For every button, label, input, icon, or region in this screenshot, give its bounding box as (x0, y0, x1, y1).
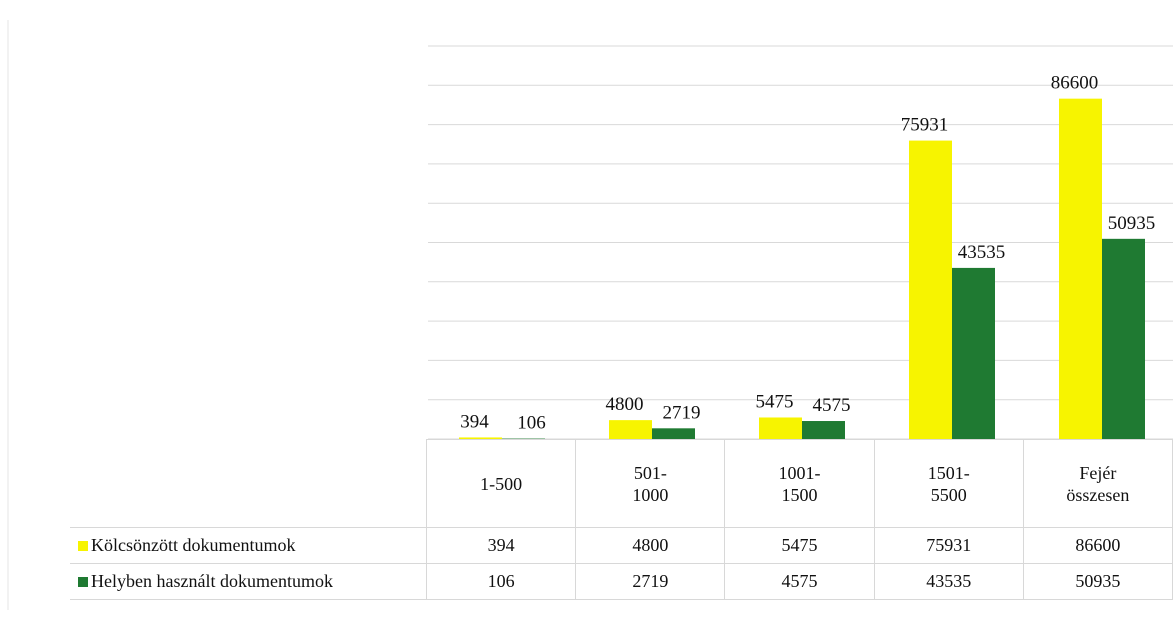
bar (802, 421, 845, 439)
table-value: 50935 (1022, 563, 1173, 600)
data-label: 43535 (958, 242, 1006, 263)
category-cell: 1-500 (426, 439, 577, 528)
bar (909, 140, 952, 439)
table-row: Kölcsönzött dokumentumok 394 4800 5475 75931… (70, 527, 1173, 564)
data-label: 4575 (813, 395, 851, 416)
data-label: 50935 (1108, 213, 1156, 234)
bar (759, 417, 802, 439)
data-label: 75931 (901, 115, 949, 136)
table-value: 43535 (873, 563, 1024, 600)
bar (652, 428, 695, 439)
category-label: Fejér összesen (1066, 462, 1130, 505)
data-label: 86600 (1051, 73, 1099, 94)
category-label: 501-1000 (632, 462, 669, 505)
legend-cell: Kölcsönzött dokumentumok (70, 527, 428, 564)
table-value: 2719 (575, 563, 726, 600)
data-table: 1-500 501-1000 1001-1500 1501-5500 Fejér öss… (70, 439, 1173, 600)
data-label: 106 (517, 413, 546, 434)
bar (459, 437, 502, 439)
table-value: 394 (426, 527, 577, 564)
corner-cell (70, 439, 428, 528)
category-label: 1001-1500 (778, 462, 821, 505)
category-label: 1-500 (480, 473, 523, 494)
table-value: 106 (426, 563, 577, 600)
category-cell: 1501-5500 (873, 439, 1024, 528)
data-label: 4800 (606, 394, 644, 415)
data-label: 394 (460, 411, 489, 432)
bar (1059, 98, 1102, 440)
bar (1102, 238, 1145, 439)
data-label: 5475 (756, 391, 794, 412)
table-row: Helyben használt dokumentumok 106 2719 4575… (70, 563, 1173, 600)
category-cell: Fejér összesen (1022, 439, 1173, 528)
category-cell: 501-1000 (575, 439, 726, 528)
data-label: 2719 (663, 402, 701, 423)
table-value: 75931 (873, 527, 1024, 564)
bar (609, 420, 652, 439)
legend-label: Helyben használt dokumentumok (91, 571, 333, 591)
category-cell: 1001-1500 (724, 439, 875, 528)
legend-swatch (78, 577, 88, 587)
table-value: 4800 (575, 527, 726, 564)
category-row: 1-500 501-1000 1001-1500 1501-5500 Fejér öss… (70, 439, 1173, 528)
legend-cell: Helyben használt dokumentumok (70, 563, 428, 600)
table-value: 4575 (724, 563, 875, 600)
table-value: 86600 (1022, 527, 1173, 564)
table-value: 5475 (724, 527, 875, 564)
category-label: 1501-5500 (927, 462, 970, 505)
legend-label: Kölcsönzött dokumentumok (91, 535, 296, 555)
legend-swatch (78, 541, 88, 551)
bar (952, 267, 995, 439)
